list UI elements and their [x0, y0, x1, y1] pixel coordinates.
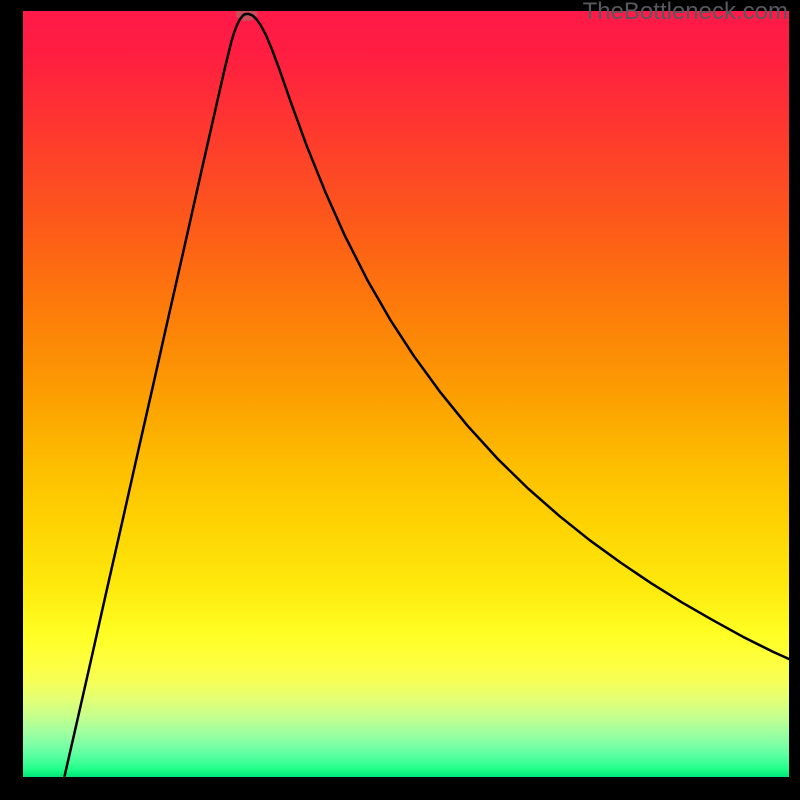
chart-svg: [23, 11, 789, 777]
watermark-text: TheBottleneck.com: [583, 0, 788, 26]
gradient-background: [23, 11, 789, 777]
chart-frame: TheBottleneck.com: [0, 0, 800, 800]
plot-area: [23, 11, 789, 777]
